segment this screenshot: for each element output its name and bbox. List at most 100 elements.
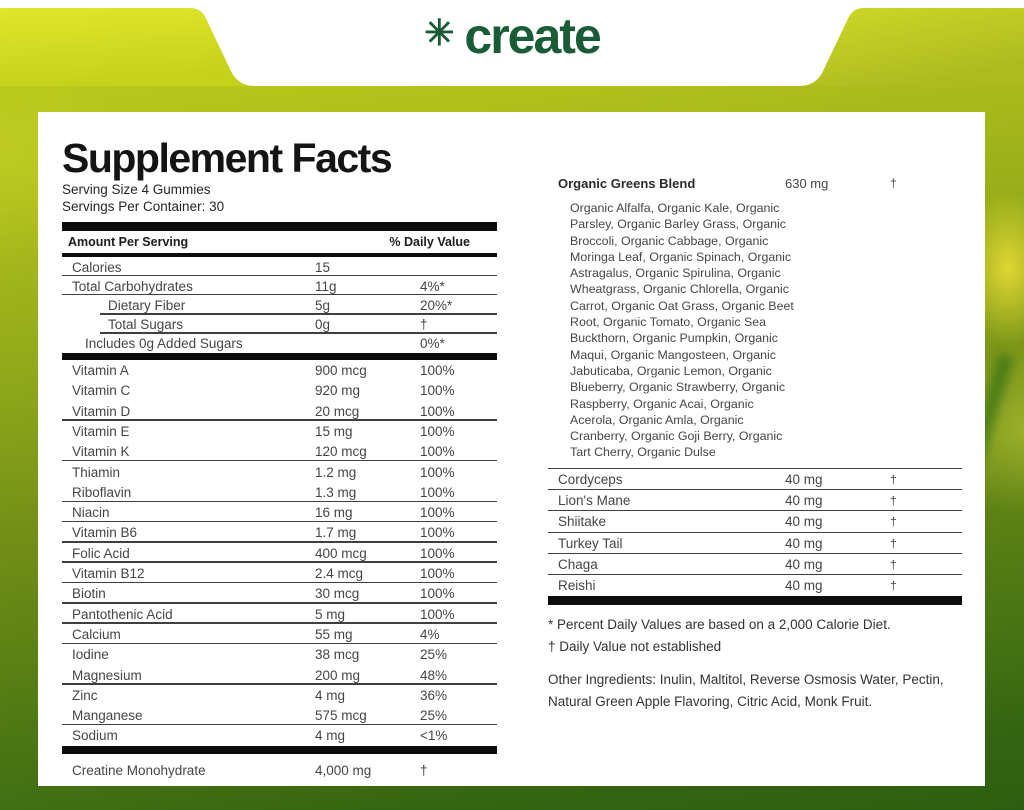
mushroom-row: Reishi 40 mg † (548, 574, 962, 595)
nutrient-row: Vitamin D 20 mcg 100% (62, 401, 497, 421)
nutrient-amount: 4 mg (315, 728, 346, 744)
nutrient-name: Folic Acid (72, 545, 130, 561)
greens-ingredient-line: Acerola, Organic Amla, Organic (570, 412, 744, 427)
greens-ingredient-line: Jabuticaba, Organic Lemon, Organic (570, 363, 772, 378)
nutrient-amount: 4 mg (315, 687, 346, 703)
nutrient-name: Vitamin C (72, 383, 131, 399)
creatine-table: Creatine Monohydrate 4,000 mg † (62, 754, 497, 781)
nutrient-dv: † (890, 578, 897, 593)
greens-ingredient-line: Carrot, Organic Oat Grass, Organic Beet (570, 298, 794, 313)
brand-logo: ✳ create (0, 2, 1024, 72)
nutrient-amount: 200 mg (315, 667, 361, 683)
nutrient-amount: 40 mg (785, 493, 823, 509)
nutrient-row: Niacin 16 mg 100% (62, 502, 497, 523)
nutrient-name: Calcium (72, 627, 121, 643)
nutrient-dv: 100% (420, 464, 455, 480)
nutrient-row: Vitamin A 900 mcg 100% (62, 360, 497, 380)
footnote-daily-value-not-established: † Daily Value not established (548, 638, 722, 654)
nutrient-name: Manganese (72, 708, 143, 724)
row-divider-line (62, 520, 497, 523)
nutrient-amount: 5g (315, 298, 331, 314)
nutrition-column: Supplement Facts Serving Size 4 Gummies … (62, 112, 497, 781)
nutrient-dv: 100% (420, 606, 455, 622)
nutrient-dv: † (890, 536, 897, 551)
nutrient-dv: † (890, 472, 897, 487)
nutrient-amount: 11g (315, 278, 337, 294)
row-divider-line (62, 500, 497, 503)
greens-ingredient-line: Moringa Leaf, Organic Spinach, Organic (570, 249, 792, 264)
greens-ingredient-line: Buckthorn, Organic Pumpkin, Organic (570, 331, 778, 346)
servings-per-container: Servings Per Container: 30 (62, 198, 225, 214)
nutrient-name: Creatine Monohydrate (72, 762, 206, 778)
amount-per-serving-header: Amount Per Serving (68, 235, 189, 249)
footnote-percent-daily-values: * Percent Daily Values are based on a 2,… (548, 616, 891, 632)
divider-bar-thick (62, 352, 497, 360)
nutrient-amount: 1.2 mg (315, 464, 357, 480)
nutrient-row: Total Carbohydrates 11g 4%* (62, 276, 497, 296)
nutrient-amount: 20 mcg (315, 403, 360, 419)
nutrient-amount: 40 mg (785, 514, 823, 530)
row-divider-line (62, 293, 497, 296)
greens-ingredient-line: Tart Cherry, Organic Dulse (570, 445, 716, 460)
nutrient-name: Vitamin A (72, 363, 129, 379)
nutrient-name: Cordyceps (558, 471, 623, 487)
nutrient-name: Pantothenic Acid (72, 606, 173, 622)
nutrient-row: Creatine Monohydrate 4,000 mg † (62, 754, 497, 781)
greens-blend-dv: † (890, 176, 897, 190)
other-ingredients: Other Ingredients: Inulin, Maltitol, Rev… (548, 669, 962, 713)
row-divider-line (62, 581, 497, 584)
other-ingredients-line: Other Ingredients: Inulin, Maltitol, Rev… (548, 671, 944, 687)
greens-ingredient-line: Blueberry, Organic Strawberry, Organic (570, 380, 786, 395)
nutrient-amount: 1.3 mg (315, 484, 357, 500)
greens-ingredient-line: Astragalus, Organic Spirulina, Organic (570, 266, 781, 281)
row-divider-line (62, 541, 497, 543)
nutrient-name: Vitamin B6 (72, 525, 138, 541)
nutrient-row: Iodine 38 mcg 25% (62, 644, 497, 664)
row-divider-line (100, 313, 497, 315)
greens-ingredient-line: Cranberry, Organic Goji Berry, Organic (570, 429, 783, 444)
nutrient-name: Riboflavin (72, 484, 132, 500)
nutrient-name: Biotin (72, 586, 106, 602)
supplement-facts-panel: Supplement Facts Serving Size 4 Gummies … (38, 112, 985, 786)
row-divider-line (62, 561, 497, 563)
nutrient-amount: 40 mg (785, 578, 823, 594)
nutrient-dv: † (420, 762, 428, 778)
divider-bar-thick (62, 745, 497, 754)
nutrient-name: Sodium (72, 728, 118, 744)
row-divider-line (62, 274, 497, 277)
nutrient-row: Vitamin K 120 mcg 100% (62, 441, 497, 462)
nutrient-row: Manganese 575 mcg 25% (62, 705, 497, 726)
nutrient-name: Includes 0g Added Sugars (85, 336, 243, 352)
header-right-ribbon (799, 8, 1024, 86)
nutrient-row: Vitamin B12 2.4 mcg 100% (62, 563, 497, 584)
nutrient-dv: 100% (420, 586, 455, 602)
nutrient-amount: 38 mcg (315, 647, 360, 663)
nutrient-dv: 100% (420, 566, 455, 582)
row-divider-line (62, 723, 497, 726)
nutrient-amount: 400 mcg (315, 545, 367, 561)
nutrient-amount: 16 mg (315, 505, 353, 521)
nutrient-dv: 25% (420, 647, 448, 663)
label-title: Supplement Facts (62, 135, 393, 181)
daily-value-header: % Daily Value (389, 235, 470, 249)
row-divider-line (62, 642, 497, 645)
nutrient-row: Total Sugars 0g † (62, 315, 497, 334)
nutrient-name: Vitamin E (72, 424, 130, 440)
nutrient-row: Biotin 30 mcg 100% (62, 583, 497, 604)
nutrient-name: Zinc (72, 687, 98, 703)
table-header-row: Amount Per Serving % Daily Value (62, 231, 497, 253)
mushroom-row: Shiitake 40 mg † (548, 510, 962, 531)
nutrient-amount: 1.7 mg (315, 525, 357, 541)
nutrient-row: Folic Acid 400 mcg 100% (62, 543, 497, 563)
divider-bar-medium (62, 253, 497, 257)
nutrient-row: Vitamin C 920 mg 100% (62, 380, 497, 400)
serving-size: Serving Size 4 Gummies (62, 182, 211, 197)
nutrient-amount: 40 mg (785, 535, 823, 551)
mushrooms-table: Cordyceps 40 mg † Lion's Mane 40 mg † Shiitake… (548, 467, 962, 596)
nutrient-name: Vitamin K (72, 444, 130, 460)
row-divider-line (62, 622, 497, 624)
nutrient-name: Dietary Fiber (108, 298, 186, 314)
nutrient-row: Calcium 55 mg 4% (62, 624, 497, 645)
divider-bar-thick (62, 222, 497, 231)
